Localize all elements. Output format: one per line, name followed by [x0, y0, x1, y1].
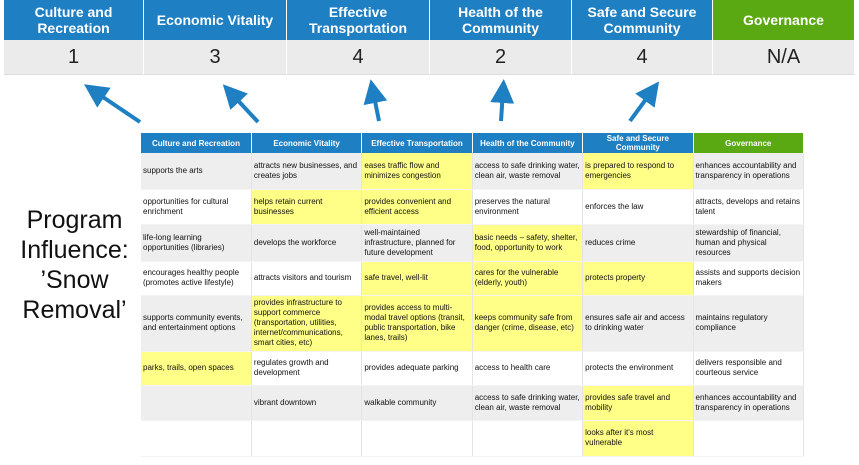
table-row: life-long learning opportunities (librar… — [141, 224, 805, 262]
arrows — [84, 79, 660, 124]
arrow-icon — [84, 84, 142, 124]
table-row: parks, trails, open spaces regulates grow… — [141, 351, 805, 386]
table-header: Culture and Recreation — [141, 133, 252, 153]
table-cell: provides adequate parking — [361, 351, 473, 386]
table-cell: keeps community safe from danger (crime,… — [472, 295, 584, 352]
table-row: encourages healthy people (promotes acti… — [141, 261, 805, 296]
table-cell — [472, 420, 584, 457]
table-cell: helps retain current businesses — [251, 189, 363, 225]
table-cell: attracts visitors and tourism — [251, 261, 363, 296]
table-cell: cares for the vulnerable (elderly, youth… — [472, 261, 584, 296]
table-cell: provides infrastructure to support comme… — [251, 295, 363, 352]
table-cell: develops the workforce — [251, 224, 363, 262]
table-cell: is prepared to respond to emergencies — [582, 153, 694, 190]
table-cell — [361, 420, 473, 457]
table-header: Safe and Secure Community — [582, 133, 694, 153]
table-cell: encourages healthy people (promotes acti… — [141, 261, 252, 296]
arrow-icon — [490, 79, 515, 122]
category-score: 3 — [144, 40, 287, 75]
influence-table: Culture and Recreation Economic Vitality E… — [141, 133, 805, 457]
table-cell — [251, 420, 363, 457]
table-cell: enhances accountability and transparency… — [693, 385, 805, 421]
table-row: vibrant downtown walkable community access… — [141, 385, 805, 421]
table-cell: enforces the law — [582, 189, 694, 225]
table-cell: supports community events, and entertain… — [141, 295, 252, 352]
table-cell: attracts new businesses, and creates job… — [251, 153, 363, 190]
table-cell: well-maintained infrastructure, planned … — [361, 224, 473, 262]
arrow-icon — [628, 81, 660, 123]
table-cell: eases traffic flow and minimizes congest… — [361, 153, 473, 190]
category-score: 1 — [4, 40, 144, 75]
table-row: looks after it's most vulnerable — [141, 420, 805, 457]
table-cell: delivers responsible and courteous servi… — [693, 351, 805, 386]
table-cell: protects property — [582, 261, 694, 296]
table-header: Governance — [693, 133, 805, 153]
category-header: Effective Transportation — [287, 0, 430, 40]
table-cell: access to health care — [472, 351, 584, 386]
table-row: supports community events, and entertain… — [141, 295, 805, 352]
table-cell: vibrant downtown — [251, 385, 363, 421]
table-cell: maintains regulatory compliance — [693, 295, 805, 352]
table-cell: opportunities for cultural enrichment — [141, 189, 252, 225]
table-cell: enhances accountability and transparency… — [693, 153, 805, 190]
table-cell: reduces crime — [582, 224, 694, 262]
category-score: 2 — [430, 40, 572, 75]
table-cell — [141, 420, 252, 457]
table-cell: walkable community — [361, 385, 473, 421]
table-cell: looks after it's most vulnerable — [582, 420, 694, 457]
table-header: Economic Vitality — [251, 133, 363, 153]
table-cell: preserves the natural environment — [472, 189, 584, 225]
table-cell: supports the arts — [141, 153, 252, 190]
table-cell: access to safe drinking water, clean air… — [472, 385, 584, 421]
table-cell: protects the environment — [582, 351, 694, 386]
table-cell: ensures safe air and access to drinking … — [582, 295, 694, 352]
category-header: Health of the Community — [430, 0, 572, 40]
table-cell: attracts, develops and retains talent — [693, 189, 805, 225]
category-header: Culture and Recreation — [4, 0, 144, 40]
table-row: supports the arts attracts new businesses… — [141, 153, 805, 190]
table-cell: assists and supports decision makers — [693, 261, 805, 296]
table-cell: provides access to multi-modal travel op… — [361, 295, 473, 352]
table-cell: provides safe travel and mobility — [582, 385, 694, 421]
score-summary: Culture and Recreation 1 Economic Vitality… — [4, 0, 855, 75]
category-score: 4 — [287, 40, 430, 75]
table-cell — [141, 385, 252, 421]
category-score: N/A — [713, 40, 855, 75]
table-cell: basic needs – safety, shelter, food, opp… — [472, 224, 584, 262]
table-cell: safe travel, well-lit — [361, 261, 473, 296]
table-header: Health of the Community — [472, 133, 584, 153]
table-cell: provides convenient and efficient access — [361, 189, 473, 225]
table-cell: regulates growth and development — [251, 351, 363, 386]
arrow-icon — [222, 84, 260, 124]
program-influence-label: Program Influence: ’Snow Removal’ — [20, 206, 129, 324]
table-row: opportunities for cultural enrichment hel… — [141, 189, 805, 225]
table-cell: access to safe drinking water, clean air… — [472, 153, 584, 190]
category-header: Safe and Secure Community — [572, 0, 713, 40]
category-score: 4 — [572, 40, 713, 75]
table-cell: life-long learning opportunities (librar… — [141, 224, 252, 262]
table-cell: parks, trails, open spaces — [141, 351, 252, 386]
category-header: Governance — [713, 0, 855, 40]
category-header: Economic Vitality — [144, 0, 287, 40]
table-cell: stewardship of financial, human and phys… — [693, 224, 805, 262]
table-header: Effective Transportation — [361, 133, 473, 153]
table-cell — [693, 420, 805, 457]
arrow-icon — [363, 79, 388, 122]
